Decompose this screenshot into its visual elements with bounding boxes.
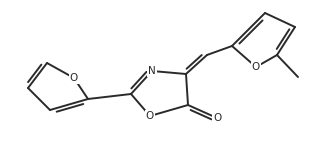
Text: N: N (148, 66, 156, 76)
Text: O: O (146, 111, 154, 121)
Text: O: O (70, 73, 78, 83)
Text: O: O (252, 62, 260, 72)
Text: O: O (213, 113, 221, 123)
